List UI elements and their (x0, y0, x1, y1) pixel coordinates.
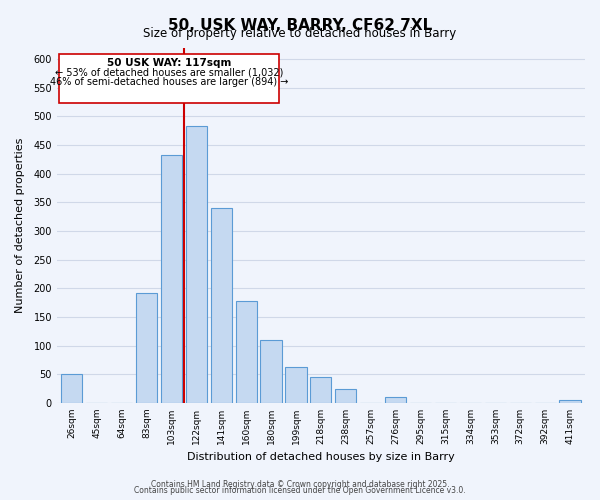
Bar (61, 374, 82, 403)
Text: 50, USK WAY, BARRY, CF62 7XL: 50, USK WAY, BARRY, CF62 7XL (168, 18, 432, 32)
Bar (211, 208, 232, 403)
Text: Contains public sector information licensed under the Open Government Licence v3: Contains public sector information licen… (134, 486, 466, 495)
Bar (136, 293, 157, 403)
Text: Size of property relative to detached houses in Barry: Size of property relative to detached ho… (143, 28, 457, 40)
Text: ← 53% of detached houses are smaller (1,032): ← 53% of detached houses are smaller (1,… (55, 68, 283, 78)
FancyBboxPatch shape (59, 54, 278, 103)
Bar (286, 368, 307, 403)
Text: Contains HM Land Registry data © Crown copyright and database right 2025.: Contains HM Land Registry data © Crown c… (151, 480, 449, 489)
Bar (385, 397, 406, 403)
Text: 46% of semi-detached houses are larger (894) →: 46% of semi-detached houses are larger (… (50, 76, 288, 86)
Bar (335, 388, 356, 403)
Bar (310, 377, 331, 403)
Bar (161, 156, 182, 403)
Bar (186, 126, 207, 403)
Text: 50 USK WAY: 117sqm: 50 USK WAY: 117sqm (107, 58, 231, 68)
X-axis label: Distribution of detached houses by size in Barry: Distribution of detached houses by size … (187, 452, 455, 462)
Bar (236, 301, 257, 403)
Bar (260, 340, 281, 403)
Y-axis label: Number of detached properties: Number of detached properties (15, 138, 25, 313)
Bar (559, 400, 581, 403)
